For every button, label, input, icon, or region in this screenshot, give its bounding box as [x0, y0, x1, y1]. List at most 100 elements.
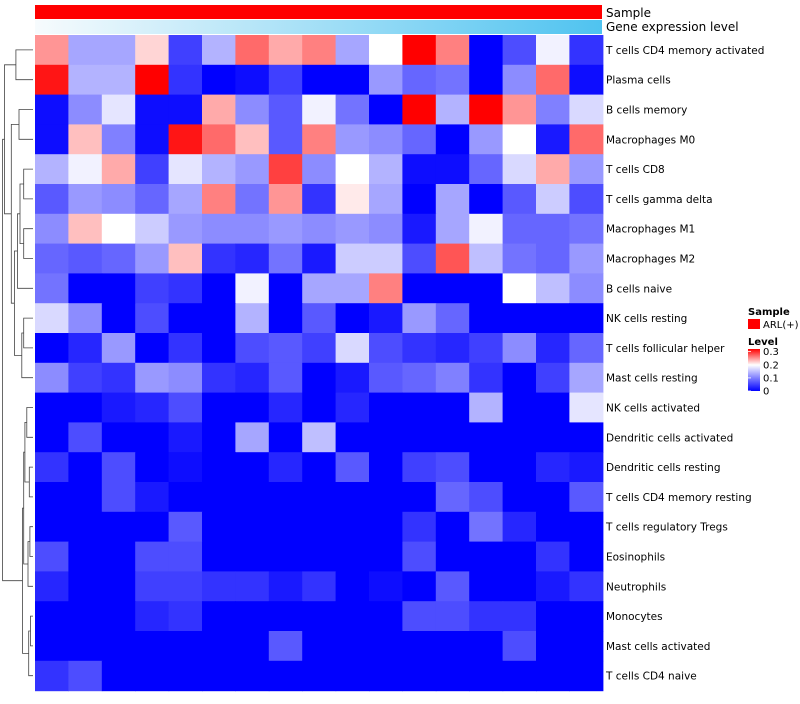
heatmap-cell — [536, 184, 570, 215]
heatmap-cell — [101, 541, 136, 572]
heatmap-cell — [335, 94, 370, 125]
heatmap-cell — [35, 660, 69, 692]
heatmap-cell — [502, 482, 537, 513]
heatmap-cell — [35, 64, 69, 96]
heatmap-cell — [68, 243, 103, 274]
heatmap-cell — [469, 452, 504, 483]
heatmap-cell — [369, 184, 403, 215]
heatmap-cell — [35, 362, 69, 394]
heatmap-cell — [569, 362, 604, 394]
heatmap-cell — [435, 511, 470, 543]
heatmap-cell — [502, 631, 537, 662]
heatmap-cell — [101, 452, 136, 483]
heatmap-cell — [202, 511, 236, 543]
legend-level-colorbar — [748, 349, 760, 391]
heatmap-cell — [168, 243, 203, 274]
heatmap-cell — [402, 571, 437, 602]
heatmap-cell — [268, 571, 303, 602]
heatmap-cell — [268, 422, 303, 453]
heatmap-cell — [435, 94, 470, 125]
heatmap-cell — [502, 511, 537, 543]
heatmap-cell — [168, 631, 203, 662]
heatmap-cell — [335, 541, 370, 572]
heatmap-cell — [35, 154, 69, 185]
heatmap-cell — [235, 362, 270, 394]
heatmap-cell — [335, 362, 370, 394]
heatmap-cell — [168, 64, 203, 96]
heatmap-cell — [469, 541, 504, 572]
heatmap-cell — [68, 154, 103, 185]
heatmap-cell — [68, 511, 103, 543]
heatmap-cell — [135, 392, 170, 423]
heatmap-cell — [569, 303, 604, 334]
heatmap-cell — [469, 64, 504, 96]
heatmap-cell — [35, 184, 69, 215]
heatmap-cell — [302, 213, 337, 245]
heatmap-cell — [369, 154, 403, 185]
heatmap-cell — [135, 660, 170, 692]
heatmap-cell — [369, 94, 403, 125]
legend-level-ticks: 0.3 0.2 0.1 0 — [748, 347, 779, 398]
heatmap-cell — [335, 660, 370, 692]
heatmap-cell — [569, 571, 604, 602]
heatmap-cell — [168, 124, 203, 155]
heatmap-cell — [68, 482, 103, 513]
heatmap-cell — [35, 631, 69, 662]
heatmap-cell — [469, 213, 504, 245]
heatmap-cell — [68, 660, 103, 692]
heatmap-cell — [268, 35, 303, 66]
heatmap-cell — [235, 273, 270, 304]
heatmap-cell — [101, 35, 136, 66]
legend-level-tick-label: 0.2 — [763, 360, 779, 371]
legend-sample-title: Sample — [748, 307, 790, 318]
heatmap-cell — [435, 482, 470, 513]
heatmap-cell — [302, 392, 337, 423]
heatmap-cell — [302, 601, 337, 632]
heatmap-cell — [35, 333, 69, 364]
heatmap-cell — [435, 660, 470, 692]
heatmap-cell — [235, 64, 270, 96]
heatmap-cell — [502, 362, 537, 394]
heatmap-cell — [168, 571, 203, 602]
heatmap-cell — [569, 154, 604, 185]
heatmap-cell — [369, 124, 403, 155]
heatmap-cell — [68, 631, 103, 662]
row-label: Eosinophils — [606, 552, 665, 564]
heatmap-cell — [335, 571, 370, 602]
heatmap-cell — [502, 243, 537, 274]
legend: Sample ARL(+) Level 0.3 0.2 0.1 0 — [748, 307, 799, 398]
heatmap-cell — [268, 154, 303, 185]
dendrogram-branch — [23, 228, 33, 259]
heatmap-cell — [235, 631, 270, 662]
heatmap-cell — [168, 273, 203, 304]
heatmap-cell — [369, 273, 403, 304]
heatmap-cell — [502, 333, 537, 364]
heatmap-cell — [268, 124, 303, 155]
heatmap-cell — [235, 571, 270, 602]
dendrogram-branch — [18, 109, 33, 140]
heatmap-cell — [101, 273, 136, 304]
sample-track-label: Sample — [606, 6, 651, 20]
heatmap-cell — [135, 213, 170, 245]
heatmap-cell — [469, 303, 504, 334]
heatmap-cell — [135, 243, 170, 274]
heatmap-cell — [101, 601, 136, 632]
heatmap-cell — [335, 631, 370, 662]
heatmap-cell — [302, 303, 337, 334]
heatmap-cell — [68, 452, 103, 483]
heatmap-cell — [469, 333, 504, 364]
row-label: Macrophages M0 — [606, 134, 695, 146]
heatmap-cell — [268, 303, 303, 334]
heatmap-cell — [302, 333, 337, 364]
legend-level-tick-label: 0 — [763, 387, 769, 398]
heatmap-cell — [268, 213, 303, 245]
heatmap-cell — [536, 660, 570, 692]
heatmap-cell — [369, 213, 403, 245]
expression-track-label: Gene expression level — [606, 20, 739, 34]
row-labels: T cells CD4 memory activated Plasma cells… — [605, 45, 764, 683]
heatmap-cell — [302, 184, 337, 215]
heatmap-cell — [68, 303, 103, 334]
heatmap-cell — [369, 422, 403, 453]
heatmap-cell — [35, 243, 69, 274]
heatmap-cell — [402, 184, 437, 215]
